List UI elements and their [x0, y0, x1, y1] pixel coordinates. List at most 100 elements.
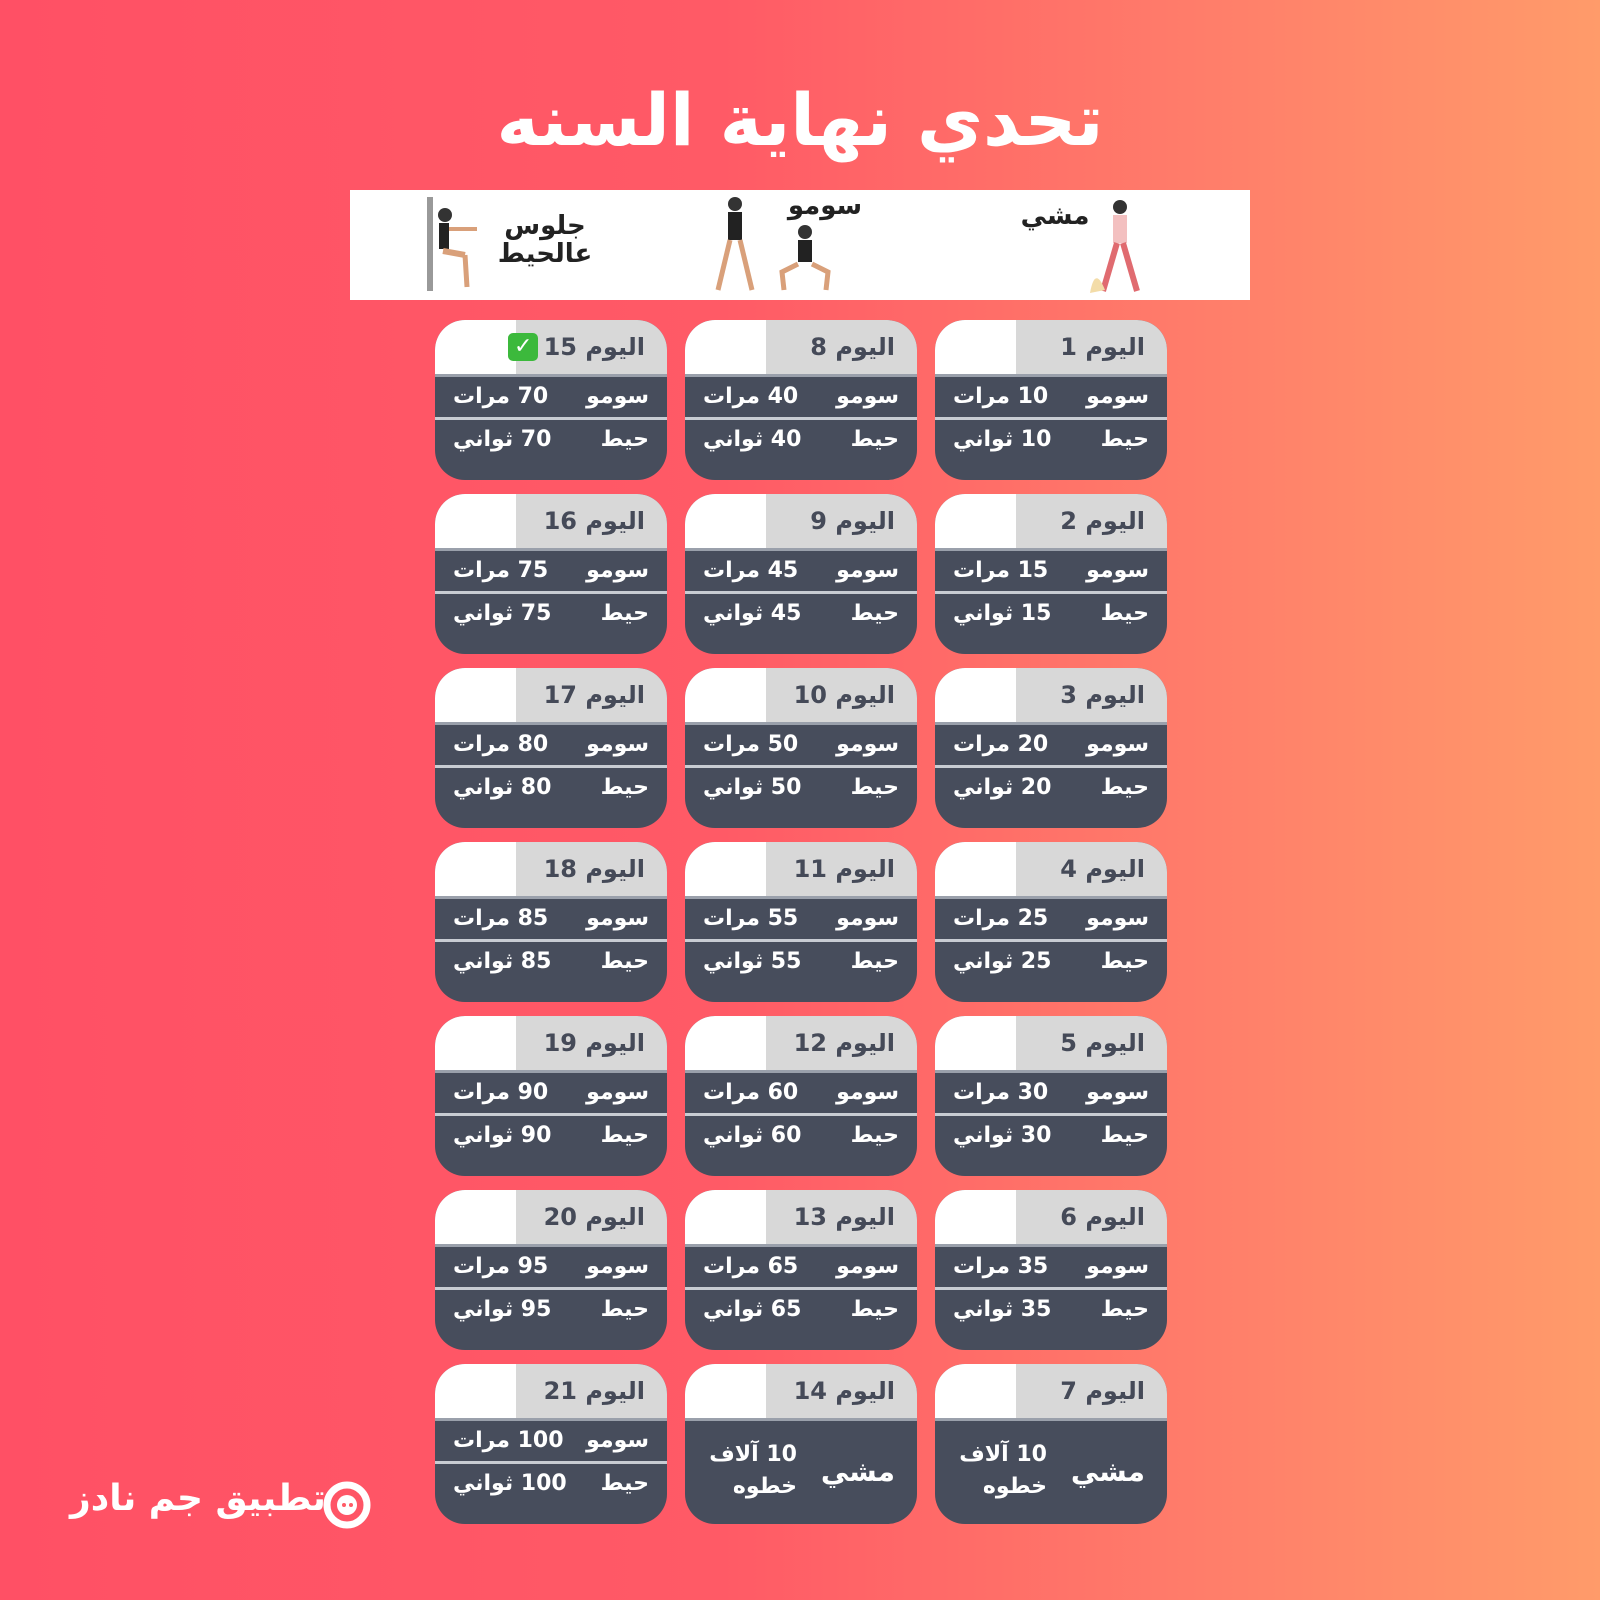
sumo-row: سومو 90 مرات [435, 1073, 667, 1113]
day-card-header: اليوم 3 [935, 668, 1167, 722]
exercise-value: 65 مرات [703, 1254, 799, 1279]
exercise-name: حيط [1100, 601, 1149, 626]
exercise-value: 60 ثواني [703, 1123, 802, 1148]
wall-sit-row: حيط 75 ثواني [435, 591, 667, 631]
day-card: اليوم 16 سومو 75 مرات حيط 75 ثواني [435, 494, 667, 654]
exercise-value: 70 ثواني [453, 427, 552, 452]
day-label: اليوم 14 [766, 1364, 917, 1418]
day-card-body: سومو 45 مرات حيط 45 ثواني [685, 548, 917, 631]
header-blank [935, 494, 1017, 548]
exercise-name: حيط [850, 1297, 899, 1322]
day-card-body: مشي 10 آلاف خطوه [685, 1418, 917, 1521]
wall-sit-row: حيط 10 ثواني [935, 417, 1167, 457]
day-label: اليوم 12 [766, 1016, 917, 1070]
day-card: اليوم 8 سومو 40 مرات حيط 40 ثواني [685, 320, 917, 480]
exercise-name: سومو [1086, 1080, 1149, 1105]
exercise-value: 35 مرات [953, 1254, 1049, 1279]
exercise-value: 20 ثواني [953, 775, 1052, 800]
day-label: اليوم 21 [516, 1364, 667, 1418]
sumo-row: سومو 60 مرات [685, 1073, 917, 1113]
exercise-name: حيط [600, 601, 649, 626]
exercise-name: سومو [1086, 732, 1149, 757]
day-card-header: اليوم 10 [685, 668, 917, 722]
day-card-header: اليوم 16 [435, 494, 667, 548]
exercise-value: 65 ثواني [703, 1297, 802, 1322]
wall-sit-row: حيط 15 ثواني [935, 591, 1167, 631]
checkmark-icon: ✓ [508, 333, 539, 361]
header-blank [935, 320, 1017, 374]
exercise-value: 55 ثواني [703, 949, 802, 974]
exercise-name: سومو [836, 1254, 899, 1279]
day-card-body: سومو 85 مرات حيط 85 ثواني [435, 896, 667, 979]
day-card-body: سومو 80 مرات حيط 80 ثواني [435, 722, 667, 805]
exercise-name: سومو [586, 558, 649, 583]
exercise-name: حيط [600, 775, 649, 800]
exercise-value: 25 مرات [953, 906, 1049, 931]
sumo-row: سومو 15 مرات [935, 551, 1167, 591]
exercise-value: 10 آلاف خطوه [709, 1442, 797, 1499]
walk-row: مشي 10 آلاف خطوه [935, 1421, 1167, 1521]
wall-sit-figure-icon [427, 197, 477, 291]
exercise-name: حيط [1100, 949, 1149, 974]
day-card-header: اليوم 17 [435, 668, 667, 722]
day-card-header: اليوم 5 [935, 1016, 1167, 1070]
sumo-row: سومو 65 مرات [685, 1247, 917, 1287]
day-label: اليوم 16 [516, 494, 667, 548]
wall-sit-row: حيط 25 ثواني [935, 939, 1167, 979]
sumo-row: سومو 100 مرات [435, 1421, 667, 1461]
sumo-row: سومو 95 مرات [435, 1247, 667, 1287]
header-blank [935, 1364, 1017, 1418]
day-card-header: اليوم 8 [685, 320, 917, 374]
exercise-value: 10 آلاف خطوه [959, 1442, 1047, 1499]
exercise-value: 60 مرات [703, 1080, 799, 1105]
header-blank [435, 842, 517, 896]
day-card-body: سومو 25 مرات حيط 25 ثواني [935, 896, 1167, 979]
day-card-body: مشي 10 آلاف خطوه [935, 1418, 1167, 1521]
header-blank [685, 1016, 767, 1070]
wall-sit-row: حيط 80 ثواني [435, 765, 667, 805]
wall-sit-row: حيط 85 ثواني [435, 939, 667, 979]
walk-row: مشي 10 آلاف خطوه [685, 1421, 917, 1521]
day-label: اليوم 1 [1016, 320, 1167, 374]
exercise-name: حيط [850, 775, 899, 800]
sumo-figure-icon [715, 197, 831, 291]
header-blank [685, 1364, 767, 1418]
exercise-value: 80 مرات [453, 732, 549, 757]
day-card-body: سومو 10 مرات حيط 10 ثواني [935, 374, 1167, 457]
day-card: اليوم 12 سومو 60 مرات حيط 60 ثواني [685, 1016, 917, 1176]
brand-logo-text: تطبيق جم نادز [70, 1478, 326, 1519]
day-card: اليوم 2 سومو 15 مرات حيط 15 ثواني [935, 494, 1167, 654]
exercise-name: سومو [586, 1254, 649, 1279]
day-label: اليوم 11 [766, 842, 917, 896]
header-blank [435, 668, 517, 722]
exercise-name: حيط [600, 949, 649, 974]
exercise-value: 50 ثواني [703, 775, 802, 800]
wall-sit-label: جلوس عالحيط [497, 211, 593, 269]
wall-sit-row: حيط 50 ثواني [685, 765, 917, 805]
challenge-grid: اليوم 1 سومو 10 مرات حيط 10 ثواني اليوم 2 سومو… [435, 320, 1167, 1525]
day-card-header: اليوم 18 [435, 842, 667, 896]
exercise-name: سومو [1086, 384, 1149, 409]
sumo-row: سومو 30 مرات [935, 1073, 1167, 1113]
day-card: اليوم 6 سومو 35 مرات حيط 35 ثواني [935, 1190, 1167, 1350]
header-blank [435, 494, 517, 548]
exercise-value: 75 ثواني [453, 601, 552, 626]
header-blank [935, 668, 1017, 722]
exercise-name: حيط [600, 427, 649, 452]
sumo-row: سومو 20 مرات [935, 725, 1167, 765]
header-blank [685, 842, 767, 896]
day-label: اليوم 2 [1016, 494, 1167, 548]
day-card: اليوم 9 سومو 45 مرات حيط 45 ثواني [685, 494, 917, 654]
day-card: اليوم 13 سومو 65 مرات حيط 65 ثواني [685, 1190, 917, 1350]
wall-sit-row: حيط 55 ثواني [685, 939, 917, 979]
sumo-row: سومو 45 مرات [685, 551, 917, 591]
day-label: اليوم 20 [516, 1190, 667, 1244]
day-label: اليوم 4 [1016, 842, 1167, 896]
exercise-name: سومو [1086, 906, 1149, 931]
exercise-value: 70 مرات [453, 384, 549, 409]
wall-sit-row: حيط 40 ثواني [685, 417, 917, 457]
exercise-value: 100 ثواني [453, 1471, 567, 1496]
day-card-body: سومو 40 مرات حيط 40 ثواني [685, 374, 917, 457]
exercise-value: 35 ثواني [953, 1297, 1052, 1322]
day-card-body: سومو 50 مرات حيط 50 ثواني [685, 722, 917, 805]
